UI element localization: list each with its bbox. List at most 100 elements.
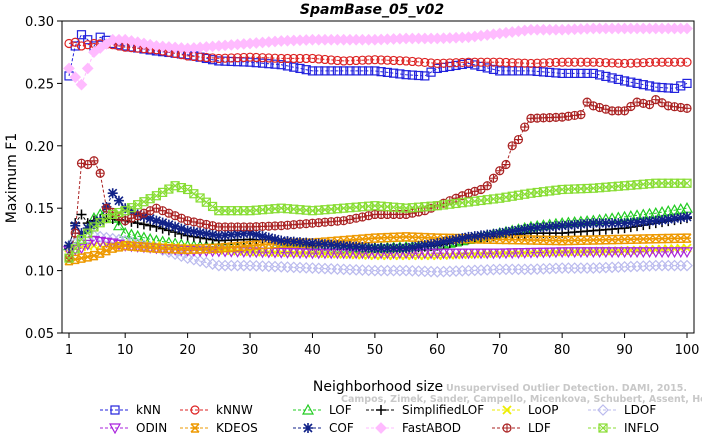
point-cof: [413, 241, 424, 252]
point-odin: [549, 247, 562, 259]
legend-marker-inflo: [598, 423, 608, 433]
point-cof: [632, 217, 643, 228]
point-knnw: [307, 53, 318, 64]
point-cof: [682, 211, 692, 222]
point-cof: [669, 213, 680, 224]
point-cof: [482, 229, 493, 240]
point-cof: [113, 195, 124, 206]
point-knn: [432, 63, 442, 74]
point-knn: [651, 82, 661, 92]
point-cof: [463, 231, 474, 242]
point-knn: [314, 66, 324, 76]
legend-label-kdeos: KDEOS: [216, 421, 258, 434]
point-kdeos: [251, 240, 261, 250]
point-knn: [595, 70, 605, 80]
point-odin: [618, 247, 631, 259]
point-knnw: [632, 58, 642, 68]
point-kdeos: [488, 234, 499, 245]
series-cof: [64, 188, 692, 254]
point-cof: [288, 236, 299, 247]
point-kdeos: [158, 243, 168, 254]
point-odin: [599, 247, 612, 259]
point-lof: [112, 219, 125, 231]
point-odin: [574, 247, 587, 259]
point-fastabod: [63, 62, 75, 75]
point-knn: [376, 67, 386, 77]
point-ldof: [206, 258, 219, 270]
point-knn: [239, 57, 249, 67]
point-kdeos: [532, 235, 542, 245]
point-odin: [562, 247, 575, 259]
point-odin: [487, 248, 500, 260]
point-knn: [301, 65, 311, 75]
point-odin: [581, 247, 594, 259]
point-ldf: [682, 103, 692, 113]
point-odin: [87, 236, 100, 247]
point-knnw: [401, 56, 411, 66]
legend-marker-loop: [502, 405, 512, 415]
point-cof: [276, 235, 287, 246]
point-ldf: [626, 101, 636, 112]
point-knnw: [382, 55, 392, 65]
legend-label-ldof: LDOF: [624, 403, 656, 417]
y-axis: 0.05 0.10 0.15 0.20 0.25 0.30: [25, 15, 62, 342]
point-knnw: [582, 57, 592, 67]
y-tick-label: 0.20: [25, 140, 54, 155]
point-odin: [244, 247, 257, 259]
x-tick-label: 70: [491, 343, 508, 358]
point-knnw: [345, 56, 355, 66]
point-knn: [570, 68, 580, 79]
point-cof: [357, 242, 368, 253]
point-cof: [451, 234, 462, 245]
point-odin: [499, 248, 512, 260]
point-odin: [312, 248, 325, 260]
point-kdeos: [576, 235, 586, 246]
point-cof: [369, 243, 380, 254]
point-cof: [388, 243, 399, 254]
legend-item-odin: ODIN: [100, 421, 167, 434]
point-knnw: [201, 52, 211, 63]
y-tick-label: 0.05: [25, 327, 54, 342]
point-ldf: [576, 109, 586, 120]
point-odin: [468, 248, 481, 260]
point-kdeos: [351, 234, 361, 245]
point-cof: [594, 218, 605, 229]
legend-marker-fastabod: [375, 422, 387, 434]
point-knnw: [463, 57, 474, 67]
series-knnw: [64, 37, 692, 69]
point-odin: [631, 247, 644, 259]
point-kdeos: [507, 234, 517, 245]
point-knnw: [669, 57, 680, 67]
point-odin: [431, 248, 444, 260]
point-knn: [576, 68, 586, 79]
point-knnw: [657, 57, 667, 67]
point-knn: [488, 64, 499, 75]
point-fastabod: [681, 22, 693, 35]
point-knnw: [457, 57, 467, 68]
point-knnw: [413, 57, 424, 67]
point-ldf: [520, 122, 530, 132]
point-cof: [107, 188, 118, 199]
point-odin: [462, 248, 475, 260]
point-knnw: [501, 57, 511, 68]
point-knn: [401, 70, 411, 80]
point-knnw: [251, 52, 261, 63]
point-cof: [582, 218, 593, 229]
series-inflo: [64, 178, 692, 263]
point-kdeos: [226, 242, 236, 252]
point-kdeos: [239, 241, 249, 251]
point-knn: [76, 30, 87, 40]
watermark-line-2: Campos, Zimek, Sander, Campello, Micenko…: [341, 394, 702, 405]
point-cof: [575, 219, 586, 230]
point-knnw: [364, 55, 374, 65]
legend-label-lof: LOF: [329, 403, 352, 417]
point-kdeos: [83, 252, 93, 262]
point-cof: [532, 222, 543, 233]
point-knnw: [301, 53, 311, 64]
point-cof: [419, 240, 430, 251]
point-cof: [282, 236, 293, 247]
point-knnw: [607, 58, 617, 68]
legend-item-knnw: kNNW: [180, 403, 253, 417]
point-ldof: [681, 259, 693, 272]
